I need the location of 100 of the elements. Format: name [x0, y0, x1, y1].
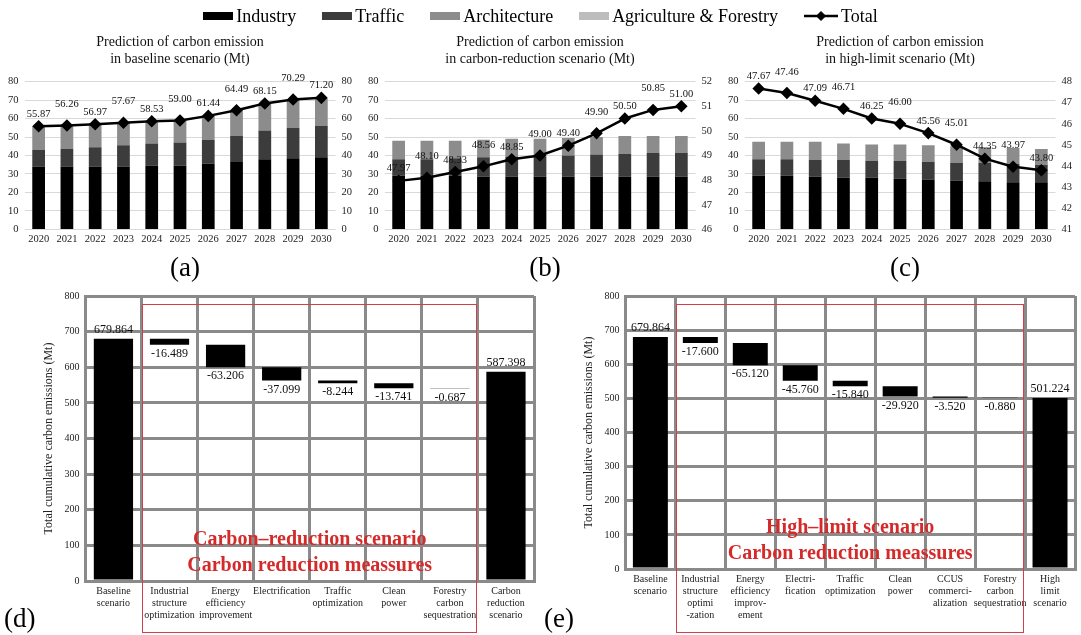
x-tick-label: 2028: [974, 233, 996, 245]
x-tick-label: 2024: [501, 233, 523, 245]
y-tick-label: 0: [13, 223, 19, 235]
x-tick-label: Energy efficiency improvement: [198, 584, 253, 620]
x-tick-label: Clean power: [381, 584, 407, 608]
x-tick-label: 2026: [917, 233, 939, 245]
x-tick-label: Energy efficiency improv- ement: [730, 572, 771, 620]
y2-tick-label: 50: [701, 124, 712, 136]
y2-tick-label: 20: [341, 186, 352, 198]
y-tick-label: 30: [728, 167, 739, 179]
y-tick-label: 800: [604, 289, 620, 301]
y-tick-label: 200: [64, 503, 80, 515]
chart-title: Prediction of carbon emission in carbon-reduction scenario (Mt): [445, 34, 635, 67]
chart-title: Prediction of carbon emission in baseline scenario (Mt): [96, 34, 264, 67]
x-tick-label: Traffic optimization: [312, 584, 364, 608]
x-tick-label: 2028: [254, 233, 276, 245]
text: (b): [529, 251, 561, 282]
y-tick-label: 100: [604, 528, 620, 540]
y2-tick-label: 48: [701, 173, 712, 185]
y-tick-label: 30: [8, 167, 19, 179]
data-label: 501.224: [1030, 381, 1070, 396]
data-label: 68.15: [253, 84, 277, 96]
data-label: 59.00: [168, 92, 192, 104]
x-tick-label: Electri- fication: [784, 572, 816, 596]
data-label: -13.741: [375, 389, 413, 404]
y-tick-label: 500: [64, 396, 80, 408]
y-tick-label: 50: [728, 130, 739, 142]
y-tick-label: 0: [614, 562, 620, 574]
x-tick-label: 2026: [197, 233, 219, 245]
data-label: -37.099: [263, 381, 301, 396]
data-label: -65.120: [731, 366, 769, 381]
x-tick-label: Carbon reduction scenario: [487, 584, 525, 620]
data-label: 58.53: [139, 102, 164, 114]
data-label: 49.00: [528, 128, 552, 139]
annotation: Carbon–reduction scenario: [192, 527, 427, 549]
y2-tick-label: 50: [341, 130, 352, 142]
data-label: 45.56: [916, 114, 941, 126]
data-label: 46.25: [859, 100, 884, 112]
y-tick-label: 30: [368, 167, 379, 179]
legend-label: Architecture: [463, 5, 554, 27]
data-label: -16.489: [151, 345, 189, 360]
data-label: 45.01: [944, 117, 969, 129]
y2-tick-label: 46: [701, 223, 712, 235]
y-tick-label: 70: [728, 93, 739, 105]
y2-tick-label: 51: [701, 99, 712, 111]
x-tick-label: Clean power: [887, 572, 914, 596]
data-label: -3.520: [934, 398, 966, 413]
x-tick-label: 2020: [388, 233, 410, 245]
y-tick-label: 400: [604, 426, 620, 438]
y-tick-label: 100: [64, 539, 80, 550]
data-label: 50.85: [641, 82, 665, 94]
data-label: -15.840: [831, 387, 869, 402]
y2-tick-label: 10: [341, 204, 352, 216]
x-tick-label: 2025: [889, 233, 911, 245]
legend-label: Total: [841, 5, 878, 27]
y-tick-label: 40: [728, 149, 739, 161]
x-tick-label: 2021: [416, 233, 438, 245]
data-label: -45.760: [781, 382, 819, 396]
x-tick-label: 2020: [748, 233, 770, 245]
y2-tick-label: 47: [701, 198, 712, 210]
data-label: 51.00: [669, 87, 694, 99]
y-tick-label: 300: [64, 467, 80, 479]
x-tick-label: 2022: [804, 233, 826, 245]
annotation: Carbon reduction meassures: [187, 553, 433, 575]
y2-tick-label: 30: [341, 167, 352, 179]
x-tick-label: Traffic optimization: [824, 572, 876, 596]
x-tick-label: 2021: [776, 233, 798, 245]
y-tick-label: 80: [8, 75, 19, 87]
y2-tick-label: 41: [1061, 223, 1072, 235]
data-label: 49.90: [584, 105, 609, 117]
y-tick-label: 0: [74, 574, 80, 586]
annotation: Carbon reduction meassures: [727, 541, 973, 563]
y-tick-label: 20: [728, 186, 739, 198]
data-label: 56.26: [55, 97, 79, 109]
data-label: 64.49: [224, 82, 249, 94]
x-tick-label: 2025: [169, 233, 191, 245]
y-tick-label: 80: [368, 75, 379, 87]
x-tick-label: 2028: [614, 233, 636, 245]
y2-tick-label: 43: [1061, 180, 1072, 192]
y-tick-label: 400: [64, 432, 80, 444]
data-label: 587.398: [486, 354, 526, 369]
data-label: -29.920: [881, 397, 919, 412]
y2-tick-label: 44: [1061, 159, 1073, 171]
legend-label: Industry: [236, 5, 297, 27]
x-tick-label: 2029: [642, 233, 664, 245]
data-label: 55.87: [26, 107, 51, 119]
data-label: 61.44: [196, 97, 221, 109]
y-tick-label: 20: [8, 186, 19, 198]
y2-tick-label: 70: [341, 93, 352, 105]
y2-tick-label: 42: [1061, 202, 1072, 214]
y-tick-label: 500: [604, 392, 620, 403]
text: (e): [544, 602, 574, 633]
x-tick-label: 2022: [84, 233, 106, 245]
y-tick-label: 50: [368, 130, 379, 142]
y-tick-label: 0: [733, 223, 739, 235]
x-tick-label: Industrial structure optimization: [144, 584, 195, 620]
data-label: 50.50: [613, 100, 637, 112]
x-tick-label: 2021: [56, 233, 78, 245]
data-label: 49.40: [556, 127, 581, 139]
y-tick-label: 200: [604, 494, 620, 506]
